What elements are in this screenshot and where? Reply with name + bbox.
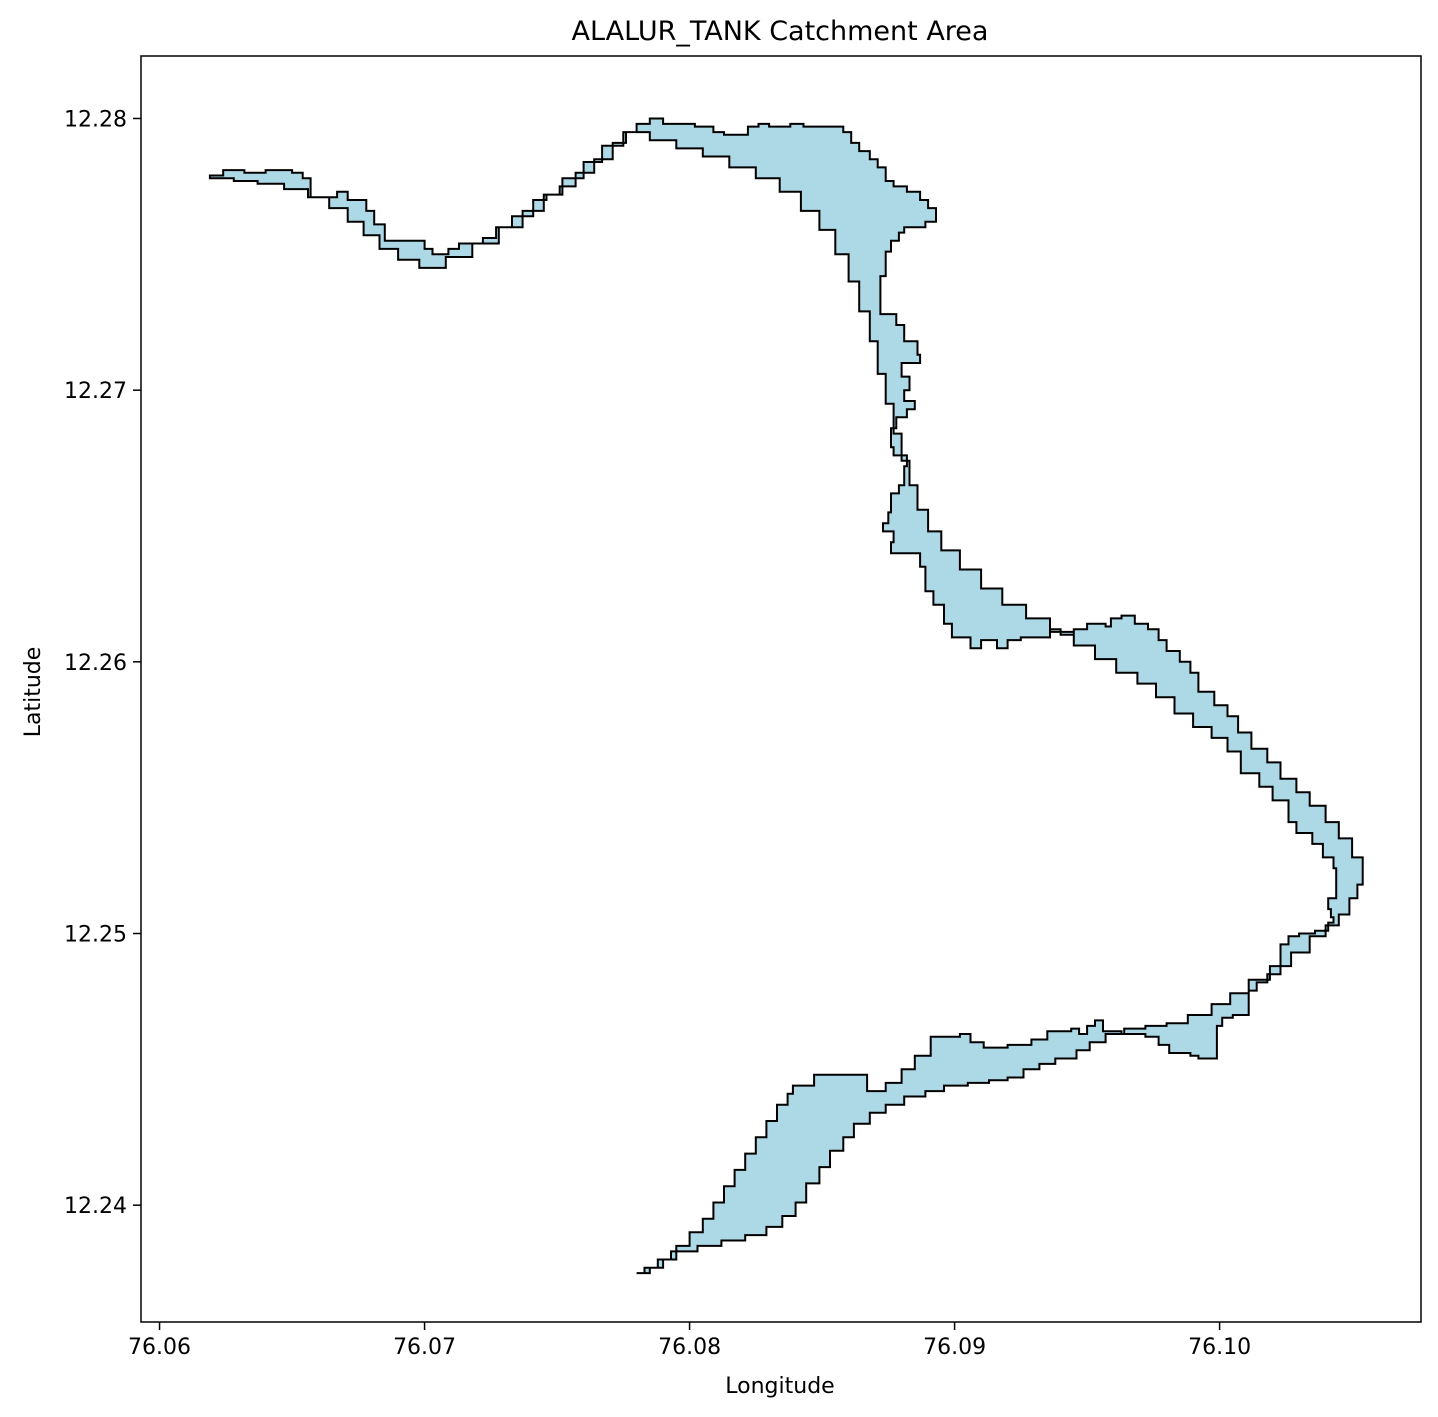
y-axis-ticks: 12.24 12.25 12.26 12.27 12.28 bbox=[64, 107, 141, 1219]
x-tick-label: 76.08 bbox=[658, 1335, 721, 1360]
chart-title: ALALUR_TANK Catchment Area bbox=[572, 16, 989, 47]
x-tick-label: 76.06 bbox=[128, 1335, 191, 1360]
y-tick-label: 12.24 bbox=[64, 1194, 127, 1219]
y-axis-label: Latitude bbox=[21, 647, 46, 738]
y-tick-label: 12.28 bbox=[64, 107, 127, 132]
x-tick-label: 76.07 bbox=[393, 1335, 456, 1360]
plot-area bbox=[140, 55, 1422, 1323]
y-tick-label: 12.26 bbox=[64, 651, 127, 676]
y-tick-label: 12.27 bbox=[64, 379, 127, 404]
catchment-polygon bbox=[208, 117, 1364, 1275]
x-tick-label: 76.10 bbox=[1188, 1335, 1251, 1360]
y-tick-label: 12.25 bbox=[64, 923, 127, 948]
x-tick-label: 76.09 bbox=[923, 1335, 986, 1360]
x-axis-label: Longitude bbox=[725, 1374, 834, 1399]
x-axis-ticks: 76.06 76.07 76.08 76.09 76.10 bbox=[128, 1322, 1251, 1360]
axes-frame bbox=[140, 55, 1422, 1323]
